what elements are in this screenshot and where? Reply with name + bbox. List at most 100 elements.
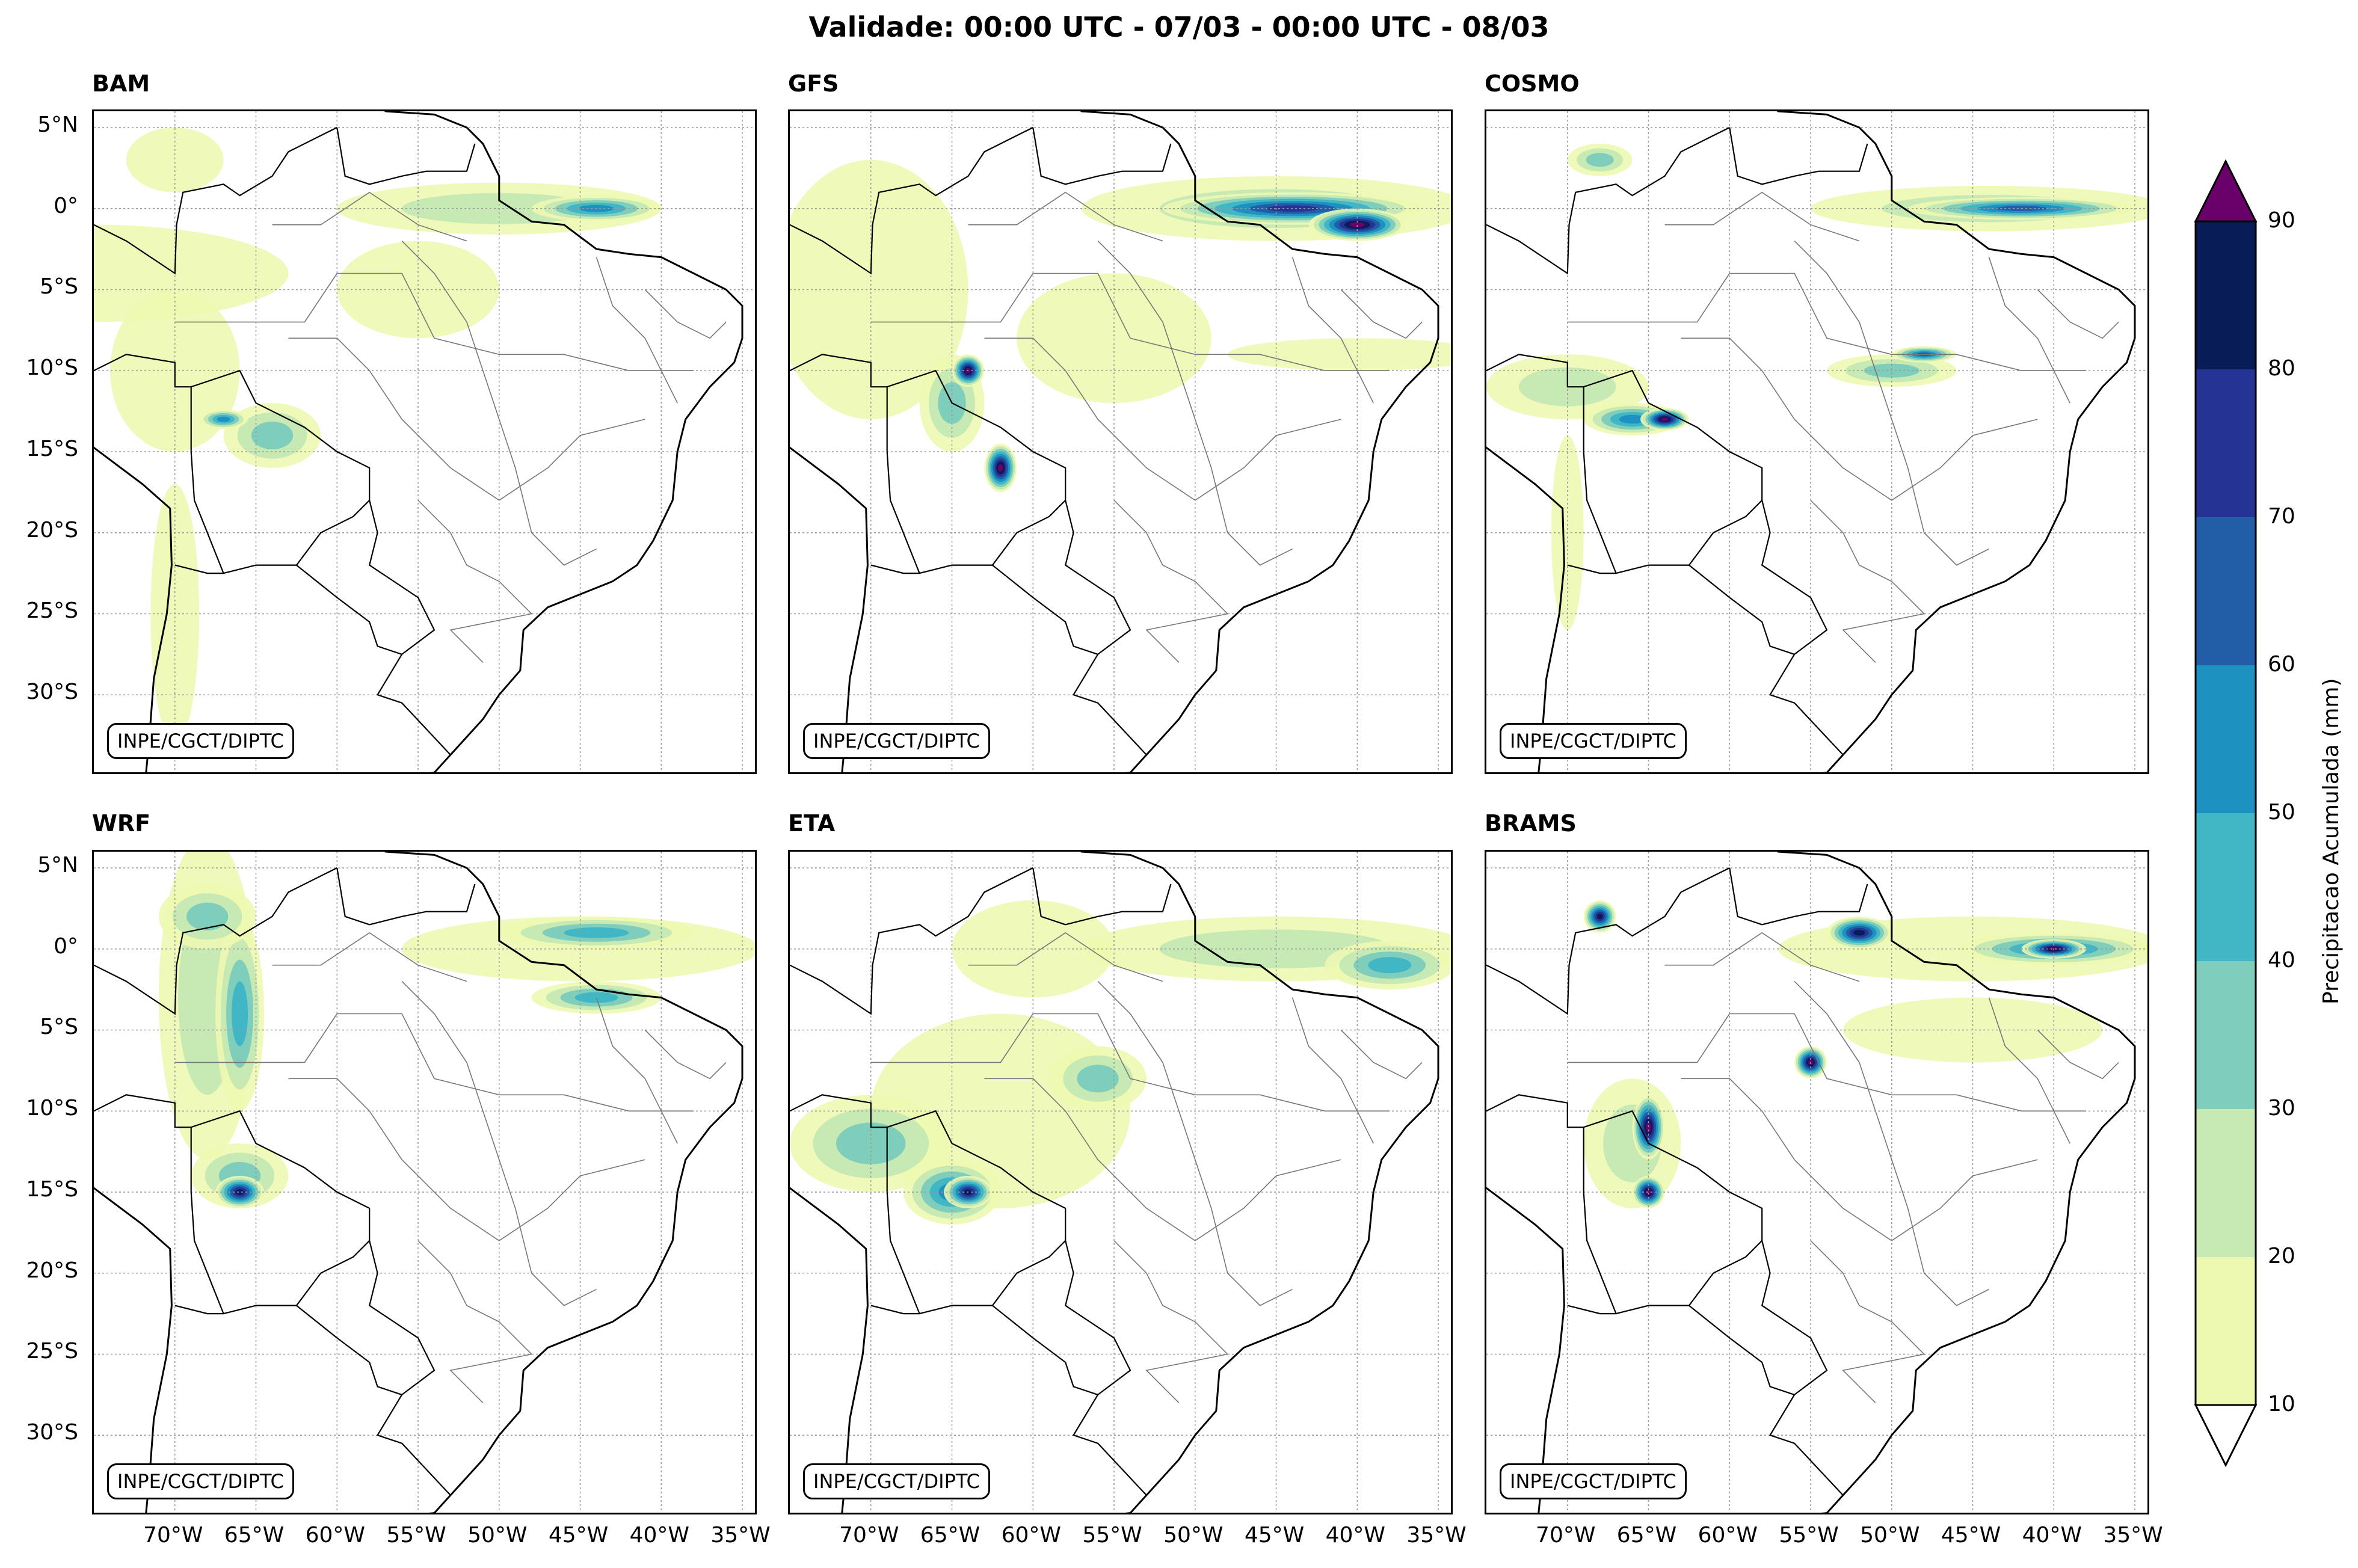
precip-contour	[1227, 338, 1451, 371]
colorbar-tick-label: 10	[2268, 1392, 2295, 1416]
precip-map-gfs	[790, 111, 1451, 772]
lat-tick-label: 5°N	[37, 852, 78, 878]
state-border	[1291, 997, 1374, 1144]
precip-map-brams	[1486, 852, 2147, 1513]
credit-badge: INPE/CGCT/DIPTC	[803, 1463, 990, 1499]
precip-contour	[1646, 1189, 1651, 1195]
state-border	[417, 500, 533, 663]
state-border	[1810, 500, 1925, 663]
country-border	[870, 1305, 920, 1315]
country-border	[1032, 867, 1172, 926]
lon-tick-label: 60°W	[1698, 1523, 1758, 1548]
colorbar-tick-label: 70	[2268, 504, 2295, 529]
state-border	[401, 241, 597, 566]
state-border	[272, 191, 467, 242]
precip-contour	[1586, 153, 1614, 167]
panel-title-eta: ETA	[788, 810, 836, 837]
country-border	[1567, 564, 1616, 574]
lat-tick-label: 25°S	[26, 598, 78, 624]
state-border	[596, 997, 678, 1144]
lon-tick-label: 70°W	[1536, 1523, 1596, 1548]
precip-contour	[94, 224, 289, 322]
precip-map-cosmo	[1486, 111, 2147, 772]
colorbar-segment	[2196, 961, 2256, 1109]
country-border	[336, 127, 476, 185]
colorbar-under-triangle	[2194, 1404, 2258, 1468]
lon-tick-label: 55°W	[1779, 1523, 1839, 1548]
state-border	[1664, 932, 1860, 982]
lon-tick-label: 55°W	[1082, 1523, 1142, 1548]
lat-tick-label: 20°S	[26, 1258, 78, 1283]
lat-tick-label: 30°S	[26, 1420, 78, 1445]
state-border	[1794, 981, 1989, 1306]
lat-tick-label: 5°S	[40, 274, 78, 300]
lat-tick-label: 10°S	[26, 1096, 78, 1121]
map-panel-bam: INPE/CGCT/DIPTC	[92, 109, 757, 774]
precip-contour	[1646, 1122, 1651, 1133]
precip-contour	[186, 902, 229, 930]
colorbar-segment	[2196, 369, 2256, 517]
precip-map-bam	[94, 111, 755, 772]
state-border	[644, 289, 727, 339]
country-border	[1486, 1094, 1844, 1496]
country-border	[1583, 1127, 1762, 1315]
state-border	[596, 257, 678, 404]
state-border	[288, 337, 645, 501]
country-border	[790, 867, 1033, 1015]
credit-badge: INPE/CGCT/DIPTC	[107, 1463, 294, 1499]
country-border	[94, 127, 337, 275]
lon-tick-label: 65°W	[224, 1523, 285, 1548]
lon-tick-label: 35°W	[2103, 1523, 2163, 1548]
precip-contour	[217, 416, 230, 422]
colorbar-segment	[2196, 665, 2256, 813]
precip-contour	[1619, 414, 1646, 424]
state-border	[337, 1013, 694, 1112]
credit-badge: INPE/CGCT/DIPTC	[803, 723, 990, 759]
lon-tick-label: 40°W	[1325, 1523, 1385, 1548]
state-border	[870, 1013, 1033, 1063]
lon-tick-label: 70°W	[143, 1523, 203, 1548]
panel-title-brams: BRAMS	[1485, 810, 1577, 837]
country-border	[870, 564, 920, 574]
lat-tick-label: 0°	[54, 933, 78, 959]
lon-tick-label: 60°W	[305, 1523, 365, 1548]
precip-contour	[1853, 930, 1865, 936]
precip-contour	[564, 927, 629, 938]
country-border	[1486, 867, 1730, 1015]
panel-title-wrf: WRF	[92, 810, 151, 837]
country-border	[1688, 564, 1795, 655]
country-border	[1729, 867, 1868, 926]
colorbar-tick-label: 90	[2268, 208, 2295, 233]
coastline	[94, 446, 173, 772]
lat-tick-label: 15°S	[26, 436, 78, 461]
lon-tick-label: 65°W	[1616, 1523, 1677, 1548]
state-border	[984, 1078, 1341, 1241]
lon-tick-label: 35°W	[710, 1523, 771, 1548]
coastline	[1080, 111, 1439, 772]
colorbar-segment	[2196, 1257, 2256, 1405]
map-panel-cosmo: INPE/CGCT/DIPTC	[1485, 109, 2149, 774]
state-border	[968, 191, 1163, 242]
lat-tick-label: 30°S	[26, 680, 78, 705]
lon-tick-label: 35°W	[1406, 1523, 1467, 1548]
country-border	[1583, 387, 1762, 574]
lon-tick-label: 40°W	[2022, 1523, 2082, 1548]
map-panel-gfs: INPE/CGCT/DIPTC	[788, 109, 1453, 774]
state-border	[2037, 1029, 2119, 1080]
country-border	[886, 387, 1066, 574]
coastline	[384, 852, 743, 1513]
state-border	[1097, 981, 1293, 1306]
credit-badge: INPE/CGCT/DIPTC	[107, 723, 294, 759]
state-border	[1729, 272, 2087, 372]
precip-map-wrf	[94, 852, 755, 1513]
state-border	[1033, 1013, 1390, 1112]
colorbar-tick-label: 40	[2268, 948, 2295, 973]
country-border	[190, 1127, 370, 1315]
state-border	[1113, 1240, 1229, 1403]
lat-tick-label: 20°S	[26, 517, 78, 543]
panel-title-bam: BAM	[92, 70, 150, 97]
precip-contour	[574, 992, 618, 1003]
panel-title-cosmo: COSMO	[1485, 70, 1580, 97]
state-border	[1810, 1240, 1925, 1403]
state-border	[1567, 1013, 1730, 1063]
